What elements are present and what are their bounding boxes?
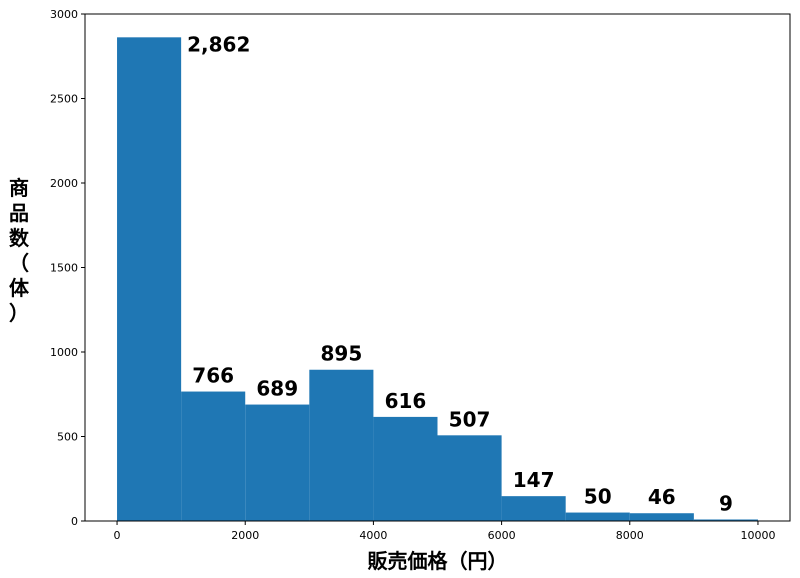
bar-value-label: 147	[513, 468, 555, 492]
bar-value-label: 616	[385, 389, 427, 413]
histogram-bar	[629, 513, 694, 521]
bar-value-label: 895	[320, 342, 362, 366]
x-tick-label: 2000	[231, 529, 259, 542]
y-tick-label: 2500	[50, 93, 78, 106]
x-axis-title: 販売価格（円）	[368, 549, 508, 573]
y-tick-label: 0	[71, 515, 78, 528]
histogram-bar	[693, 519, 758, 521]
x-tick-label: 10000	[740, 529, 775, 542]
y-tick-label: 2000	[50, 177, 78, 190]
y-axis-ticks: 0 500 1000 1500 2000 2500 3000	[50, 8, 85, 528]
histogram-bar	[117, 37, 182, 522]
histogram-bar	[373, 416, 438, 521]
x-tick-label: 6000	[488, 529, 516, 542]
bar-value-label: 766	[192, 364, 234, 388]
x-tick-label: 0	[114, 529, 121, 542]
histogram-bar	[181, 391, 246, 521]
bar-value-label: 46	[648, 485, 676, 509]
histogram-bar	[245, 404, 310, 521]
bar-value-label: 2,862	[187, 32, 250, 56]
histogram-bar	[501, 496, 566, 521]
data-labels-group: 2,862 766 689 895 616 507 147 50 46 9	[187, 32, 733, 515]
bar-value-label: 689	[256, 377, 298, 401]
y-tick-label: 500	[57, 431, 78, 444]
histogram-bar	[309, 369, 374, 521]
bars-group	[117, 37, 758, 522]
bar-value-label: 9	[719, 491, 733, 515]
x-tick-label: 8000	[616, 529, 644, 542]
histogram-bar	[565, 512, 630, 521]
histogram-bar	[437, 435, 502, 521]
x-tick-label: 4000	[359, 529, 387, 542]
y-axis-title: 商品数（体）	[9, 176, 30, 325]
bar-value-label: 507	[449, 407, 491, 431]
x-axis-ticks: 0 2000 4000 6000 8000 10000	[114, 521, 775, 542]
y-tick-label: 1500	[50, 262, 78, 275]
y-tick-label: 1000	[50, 346, 78, 359]
bar-value-label: 50	[584, 485, 612, 509]
y-tick-label: 3000	[50, 8, 78, 21]
